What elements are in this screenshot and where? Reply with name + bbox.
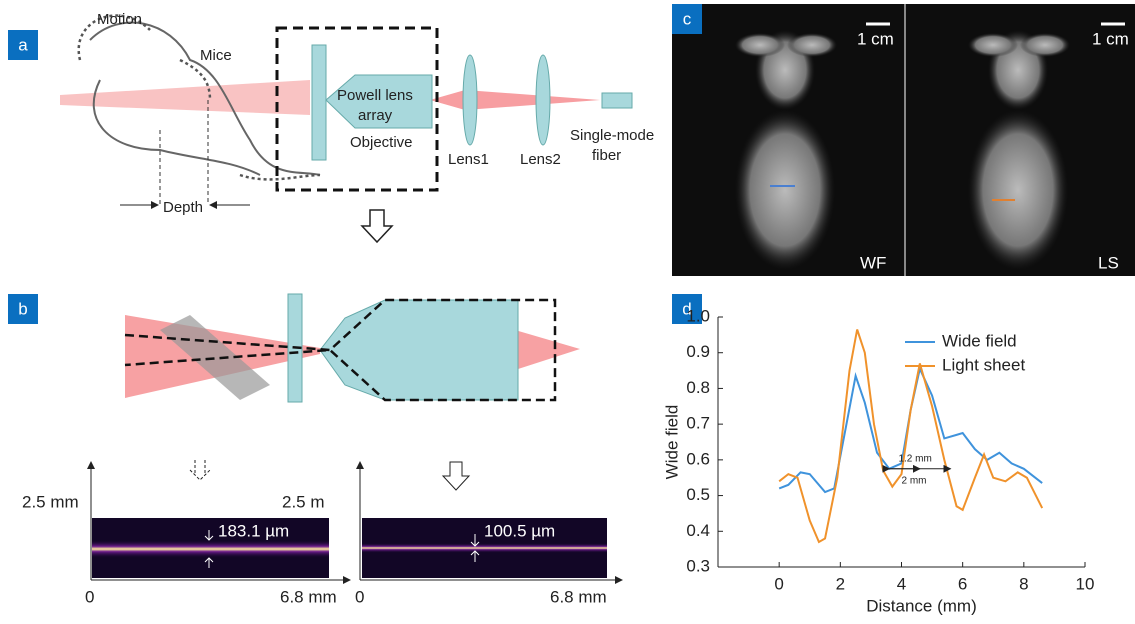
- annotation: 2 mm: [902, 475, 927, 486]
- label: array: [358, 107, 393, 124]
- y-tick-label: 0.4: [686, 521, 710, 540]
- mouse-outline: [89, 21, 321, 176]
- x-tick-label: 4: [897, 574, 906, 593]
- y-tick-label: 1.0: [686, 306, 710, 325]
- label: 0: [355, 587, 364, 606]
- x-tick-label: 10: [1076, 574, 1095, 593]
- label-box: [8, 294, 38, 324]
- label: Mice: [200, 47, 232, 64]
- panel-c: c 1 cm 1 cm WF LS: [672, 4, 1135, 276]
- motion-outline: [77, 14, 321, 181]
- label-box: [672, 4, 702, 34]
- mouse-image: [968, 30, 1070, 270]
- label: Objective: [350, 134, 413, 151]
- label: 6.8 mm: [280, 587, 337, 606]
- sample-plane: [160, 315, 270, 400]
- fiber: [601, 92, 633, 109]
- panel-label: a: [18, 35, 28, 54]
- panel-a: Motion Mice Depth Powell lens array Obje…: [60, 11, 654, 244]
- annotation: 1.2 mm: [898, 453, 931, 464]
- objective: [319, 299, 519, 401]
- beam: [430, 90, 600, 110]
- lens-array: [325, 74, 433, 129]
- lens: [535, 54, 551, 146]
- objective-plate: [311, 44, 327, 161]
- beam: [60, 80, 310, 115]
- label: 2.5 mm: [22, 492, 79, 511]
- x-tick-label: 2: [836, 574, 845, 593]
- label: Lens2: [520, 151, 561, 168]
- panel-label: c: [683, 9, 692, 28]
- panel-labels: a b: [8, 30, 38, 324]
- scale-label: 1 cm: [857, 29, 894, 48]
- beam-profile: [92, 540, 329, 558]
- label-box: [672, 294, 702, 324]
- image-label: WF: [860, 253, 886, 272]
- label: Single-mode: [570, 127, 654, 144]
- label: fiber: [592, 147, 621, 164]
- y-tick-label: 0.7: [686, 414, 710, 433]
- width-arrows: [204, 530, 214, 568]
- image-label: LS: [1098, 253, 1119, 272]
- data-line: [778, 329, 1044, 544]
- width-arrows: [470, 534, 480, 562]
- down-arrow: [360, 209, 394, 244]
- label: Lens1: [448, 151, 489, 168]
- y-tick-label: 0.8: [686, 378, 710, 397]
- x-axis-label: Distance (mm): [866, 596, 977, 615]
- beam-profile: [362, 543, 607, 553]
- label: 2.5 m: [282, 492, 325, 511]
- x-tick-label: 0: [774, 574, 783, 593]
- panel-label: d: [682, 299, 691, 318]
- y-axis-label: Wide field: [662, 405, 681, 480]
- dashed-outline: [124, 298, 557, 402]
- down-arrow: [189, 460, 211, 481]
- x-tick-label: 6: [958, 574, 967, 593]
- label: Motion: [97, 11, 142, 28]
- scale-label: 1 cm: [1092, 29, 1129, 48]
- label: 183.1 µm: [218, 521, 289, 540]
- label: 0: [85, 587, 94, 606]
- beam: [515, 330, 580, 370]
- label: 6.8 mm: [550, 587, 607, 606]
- lens: [462, 54, 478, 146]
- panel-d: d 0.3 0.4 0.5 0.6 0.7 0.8 0.9 1.0 0 2 4 6 8 10 Distanc…: [662, 294, 1094, 615]
- y-tick-label: 0.9: [686, 342, 710, 361]
- y-tick-label: 0.3: [686, 556, 710, 575]
- label: 100.5 µm: [484, 521, 555, 540]
- x-tick-label: 8: [1019, 574, 1028, 593]
- data-line: [778, 365, 1043, 494]
- label-box: [8, 30, 38, 60]
- panel-label: b: [18, 299, 27, 318]
- legend-label: Light sheet: [942, 355, 1025, 374]
- label: Depth: [163, 199, 203, 216]
- panel-b: 2.5 mm 2.5 m 183.1 µm 100.5 µm 0 6.8 mm …: [22, 293, 623, 606]
- legend-label: Wide field: [942, 331, 1017, 350]
- dashed-box: [275, 26, 439, 192]
- y-tick-label: 0.5: [686, 485, 710, 504]
- mouse-image: [735, 30, 837, 270]
- down-arrow: [441, 461, 471, 491]
- y-tick-label: 0.6: [686, 449, 710, 468]
- label: Powell lens: [337, 87, 413, 104]
